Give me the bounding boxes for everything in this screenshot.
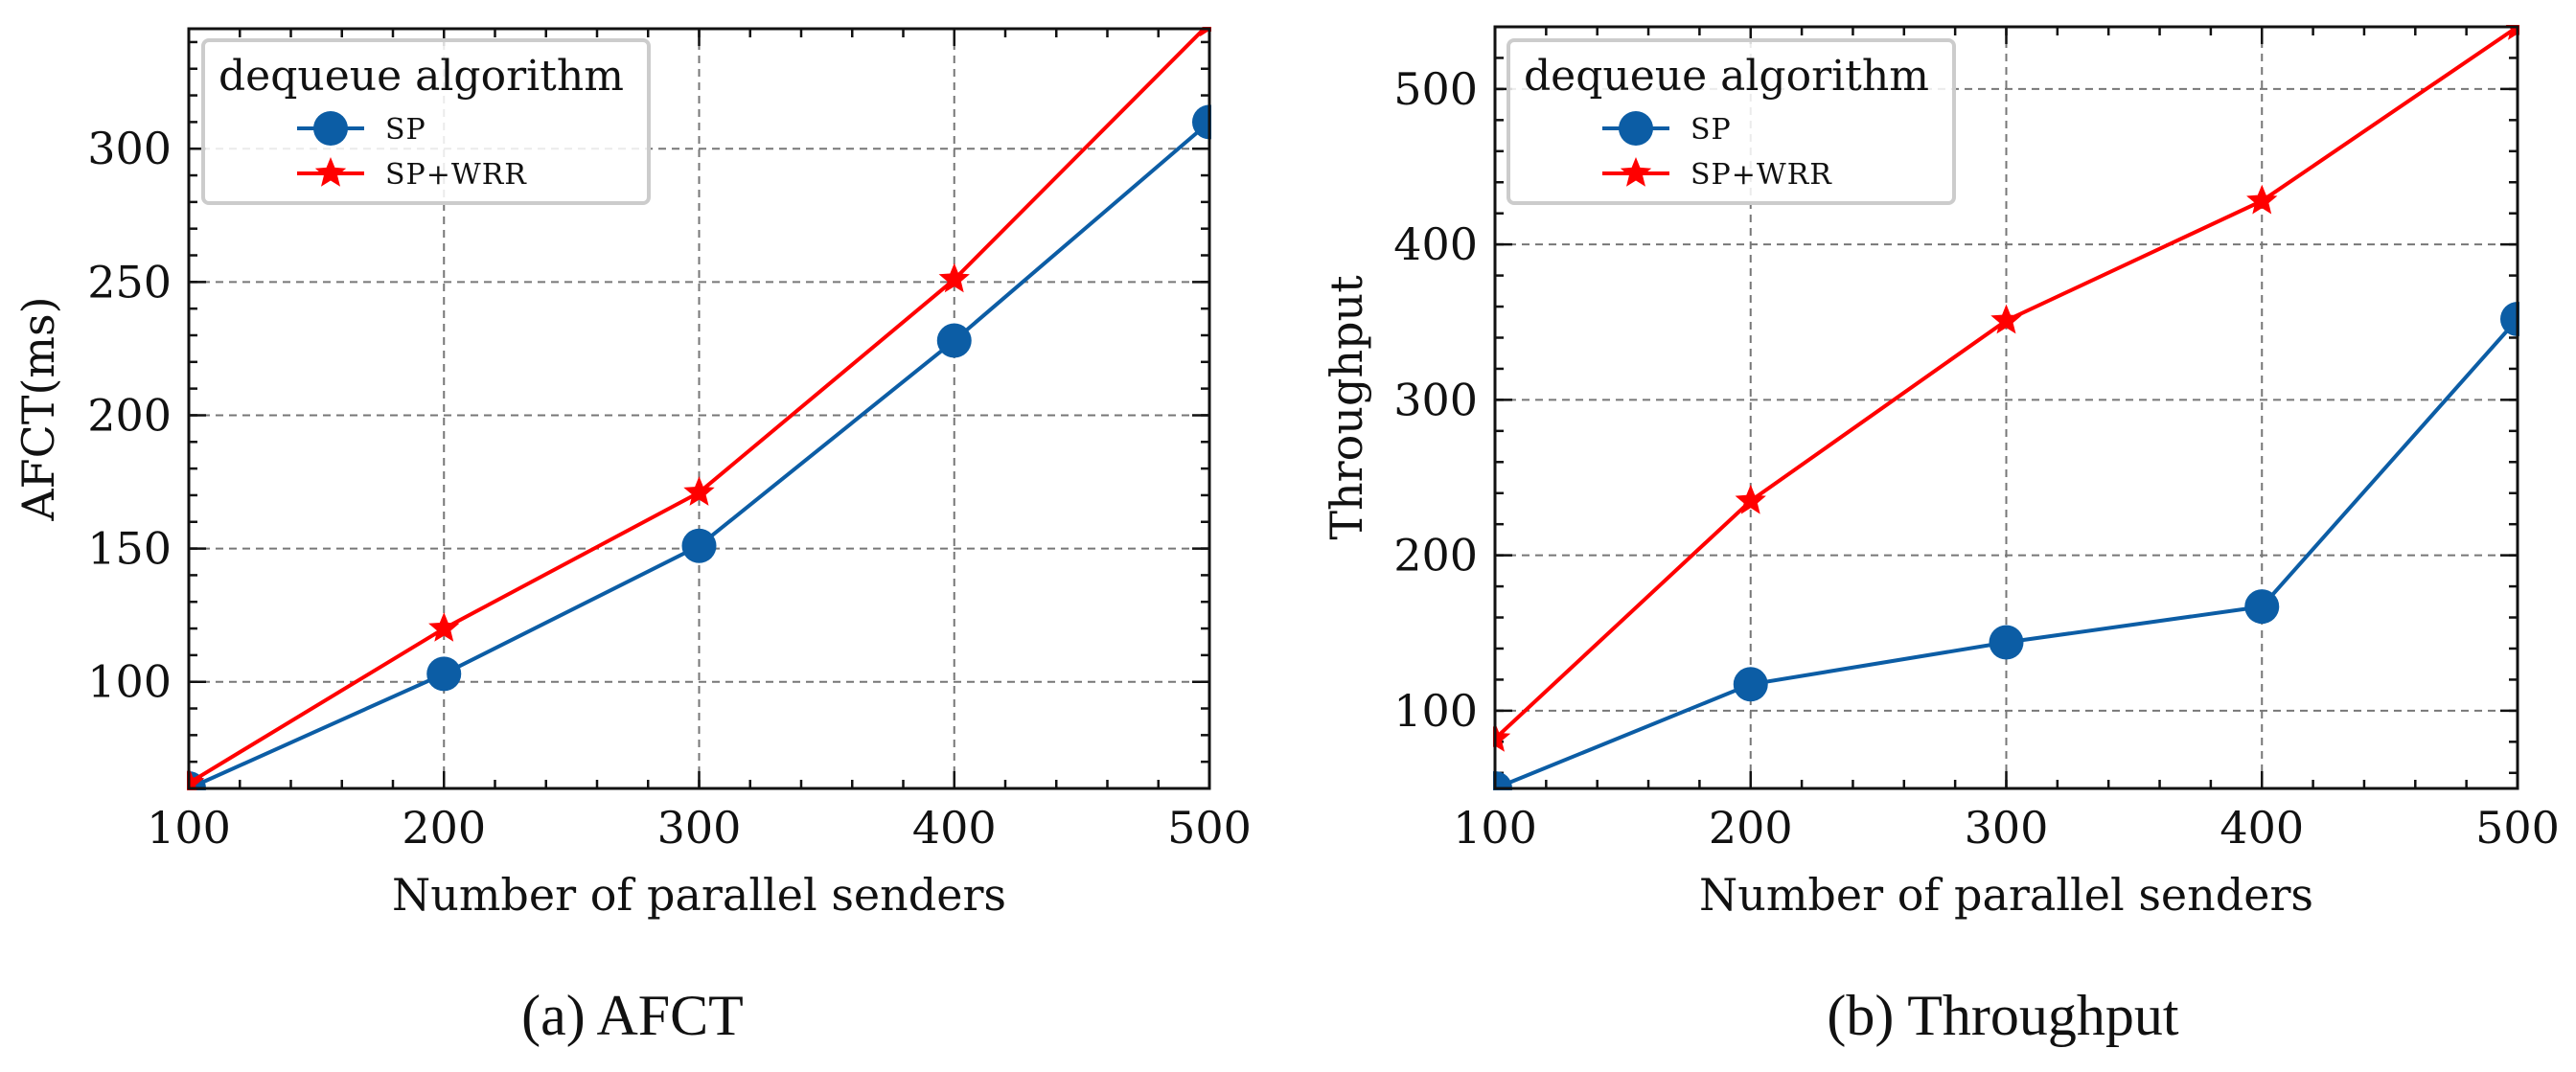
chart-b-point-sp-wrr-3 <box>2246 184 2278 215</box>
chart-a-ylabel: AFCT(ms) <box>12 296 64 521</box>
chart-a-point-sp-wrr-1 <box>428 612 460 642</box>
chart-a-legend-marker-sp <box>313 111 348 146</box>
chart-b-point-sp-wrr-2 <box>1990 304 2022 334</box>
chart-b-point-sp-wrr-1 <box>1735 484 1766 514</box>
chart-b-point-sp-wrr-0 <box>1493 722 1511 752</box>
chart-b-ytick-label: 300 <box>1393 374 1478 425</box>
chart-a-xtick-label: 200 <box>402 802 486 854</box>
chart-a-legend-marker-sp-wrr <box>314 157 347 187</box>
chart-b-xtick-label: 100 <box>1453 802 1537 854</box>
chart-a-ytick-label: 250 <box>87 256 172 308</box>
chart-b-legend-box <box>1506 38 1956 205</box>
chart-a-point-sp-1 <box>426 656 462 692</box>
caption-b: (b) Throughput <box>1827 984 2179 1047</box>
chart-a-frame <box>187 27 1211 790</box>
chart-b-point-sp-2 <box>1989 625 2024 660</box>
chart-b-xtick-label: 400 <box>2220 802 2304 854</box>
chart-b-frame <box>1493 25 2519 790</box>
chart-a-legend: dequeue algorithm SP SP+WRR <box>201 38 651 205</box>
chart-a-point-sp-4 <box>1192 104 1211 140</box>
chart-b-xtick-label: 500 <box>2475 802 2560 854</box>
chart-b-point-sp-4 <box>2500 302 2519 337</box>
chart-a-point-sp-wrr-3 <box>938 262 970 293</box>
chart-a-xtick-label: 100 <box>147 802 231 854</box>
chart-a-xtick-label: 400 <box>912 802 997 854</box>
chart-a-ytick-label: 100 <box>87 656 172 708</box>
chart-b-xlabel: Number of parallel senders <box>1699 869 2313 921</box>
chart-b-xtick-label: 300 <box>1965 802 2049 854</box>
chart-b-plot-area <box>1493 25 2519 790</box>
chart-b-legend-marker-sp <box>1619 111 1653 146</box>
chart-b-ytick-label: 200 <box>1393 530 1478 582</box>
chart-b-point-sp-wrr-4 <box>2505 25 2519 40</box>
chart-b-xtick-label: 200 <box>1709 802 1793 854</box>
chart-b-legend-label-sp: SP <box>1690 113 1732 147</box>
caption-a: (a) AFCT <box>521 984 744 1047</box>
chart-b-point-sp-3 <box>2244 589 2280 625</box>
chart-b-legend-marker-sp-wrr <box>1620 157 1652 187</box>
chart-a: 100 200 300 400 500 100 150 200 250 300 Number of … <box>12 27 1252 921</box>
chart-a-legend-label-sp: SP <box>385 113 426 147</box>
chart-b-ytick-label: 400 <box>1393 218 1478 270</box>
chart-a-ytick-label: 200 <box>87 389 172 441</box>
chart-a-legend-label-sp-wrr: SP+WRR <box>385 158 527 192</box>
chart-b: 100 200 300 400 500 100 200 300 400 500 Number of … <box>1321 25 2560 921</box>
chart-a-point-sp-wrr-0 <box>187 766 205 790</box>
chart-b-legend: dequeue algorithm SP SP+WRR <box>1506 38 1956 205</box>
chart-a-legend-box <box>201 38 651 205</box>
chart-b-legend-label-sp-wrr: SP+WRR <box>1690 158 1832 192</box>
chart-b-ytick-label: 500 <box>1393 63 1478 115</box>
chart-a-point-sp-3 <box>936 323 972 358</box>
chart-a-xtick-label: 500 <box>1167 802 1252 854</box>
chart-b-point-sp-1 <box>1733 667 1768 702</box>
chart-a-point-sp-2 <box>681 528 717 563</box>
chart-b-legend-title: dequeue algorithm <box>1524 52 1929 101</box>
chart-a-ytick-label: 300 <box>87 123 172 174</box>
chart-a-xtick-label: 300 <box>657 802 742 854</box>
chart-b-ylabel: Throughput <box>1321 275 1372 540</box>
chart-b-point-sp-0 <box>1493 771 1512 790</box>
chart-b-ytick-label: 100 <box>1393 685 1478 737</box>
chart-a-xlabel: Number of parallel senders <box>392 869 1006 921</box>
chart-a-point-sp-wrr-2 <box>683 476 715 506</box>
chart-a-legend-title: dequeue algorithm <box>218 52 624 101</box>
chart-a-ytick-label: 150 <box>87 523 172 575</box>
